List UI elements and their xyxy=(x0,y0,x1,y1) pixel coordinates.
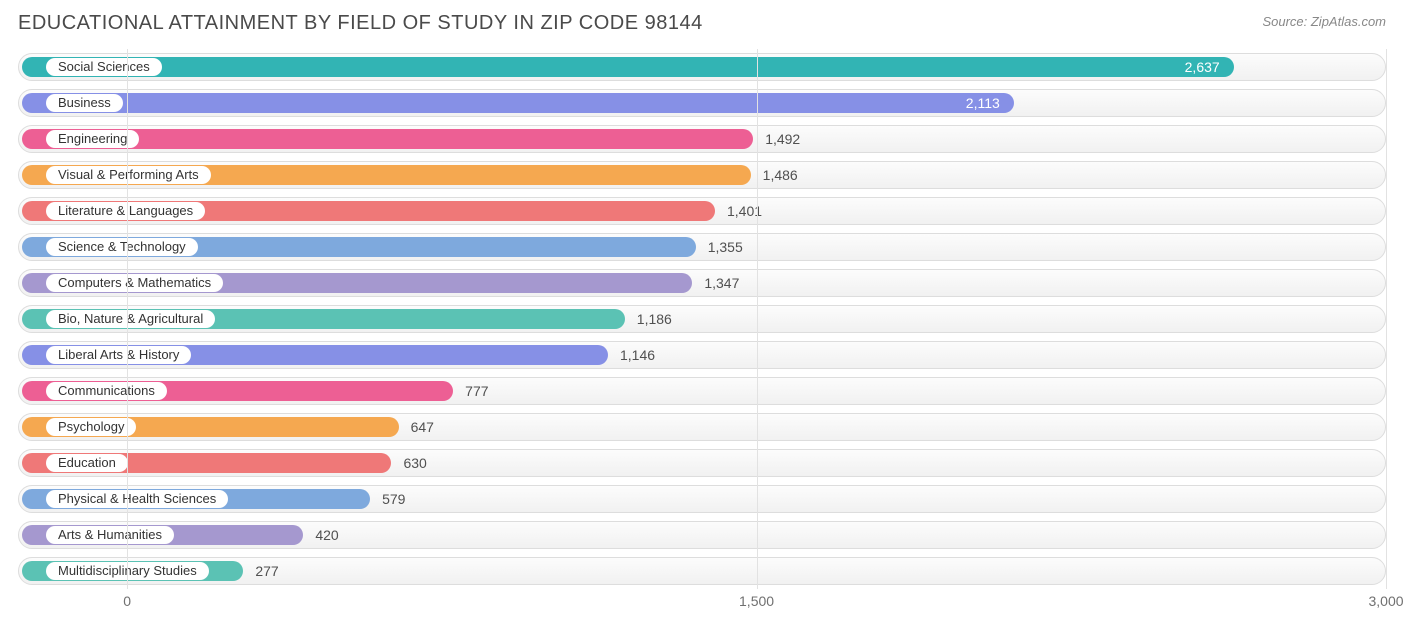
category-label-pill: Education xyxy=(46,454,128,472)
chart-bar xyxy=(22,93,1014,113)
chart-bar-row: Business 2,113 xyxy=(18,85,1386,121)
grid-line xyxy=(757,49,758,589)
chart-bar-row: Physical & Health Sciences 579 xyxy=(18,481,1386,517)
x-axis-tick-label: 1,500 xyxy=(739,593,774,609)
category-label-pill: Physical & Health Sciences xyxy=(46,490,228,508)
value-label: 2,637 xyxy=(1185,57,1220,77)
value-label: 1,186 xyxy=(637,309,672,329)
chart-plot-area: Social Sciences 2,637 Business 2,113 Enginee… xyxy=(18,49,1386,589)
chart-header: EDUCATIONAL ATTAINMENT BY FIELD OF STUDY… xyxy=(18,12,1386,35)
chart-bar-row: Science & Technology 1,355 xyxy=(18,229,1386,265)
chart-bar-row: Engineering 1,492 xyxy=(18,121,1386,157)
category-label-pill: Bio, Nature & Agricultural xyxy=(46,310,215,328)
chart-bars-layer: Social Sciences 2,637 Business 2,113 Enginee… xyxy=(18,49,1386,589)
value-label: 420 xyxy=(315,525,338,545)
value-label: 1,355 xyxy=(708,237,743,257)
chart-source: Source: ZipAtlas.com xyxy=(1262,12,1386,29)
value-label: 1,486 xyxy=(763,165,798,185)
category-label-pill: Visual & Performing Arts xyxy=(46,166,211,184)
value-label: 1,492 xyxy=(765,129,800,149)
chart-title: EDUCATIONAL ATTAINMENT BY FIELD OF STUDY… xyxy=(18,12,703,35)
chart-bar-row: Communications 777 xyxy=(18,373,1386,409)
grid-line xyxy=(1386,49,1387,589)
chart-bar-row: Psychology 647 xyxy=(18,409,1386,445)
category-label-pill: Arts & Humanities xyxy=(46,526,174,544)
category-label-pill: Computers & Mathematics xyxy=(46,274,223,292)
category-label-pill: Business xyxy=(46,94,123,112)
value-label: 777 xyxy=(465,381,488,401)
chart-bar-row: Education 630 xyxy=(18,445,1386,481)
x-axis: 01,5003,000 xyxy=(18,589,1386,613)
category-label-pill: Engineering xyxy=(46,130,139,148)
value-label: 2,113 xyxy=(966,93,1000,113)
chart-bar xyxy=(22,57,1234,77)
value-label: 647 xyxy=(411,417,434,437)
chart-bar-row: Visual & Performing Arts 1,486 xyxy=(18,157,1386,193)
category-label-pill: Psychology xyxy=(46,418,136,436)
chart-bar-row: Arts & Humanities 420 xyxy=(18,517,1386,553)
chart-container: EDUCATIONAL ATTAINMENT BY FIELD OF STUDY… xyxy=(0,0,1406,631)
chart-bar-row: Computers & Mathematics 1,347 xyxy=(18,265,1386,301)
value-label: 1,347 xyxy=(704,273,739,293)
x-axis-tick-label: 0 xyxy=(123,593,131,609)
category-label-pill: Literature & Languages xyxy=(46,202,205,220)
category-label-pill: Science & Technology xyxy=(46,238,198,256)
value-label: 1,146 xyxy=(620,345,655,365)
value-label: 579 xyxy=(382,489,405,509)
category-label-pill: Communications xyxy=(46,382,167,400)
chart-bar-row: Liberal Arts & History 1,146 xyxy=(18,337,1386,373)
category-label-pill: Liberal Arts & History xyxy=(46,346,191,364)
grid-line xyxy=(127,49,128,589)
chart-bar-row: Social Sciences 2,637 xyxy=(18,49,1386,85)
value-label: 630 xyxy=(403,453,426,473)
value-label: 277 xyxy=(255,561,278,581)
category-label-pill: Social Sciences xyxy=(46,58,162,76)
chart-bar-row: Bio, Nature & Agricultural 1,186 xyxy=(18,301,1386,337)
chart-bar-row: Literature & Languages1,401 xyxy=(18,193,1386,229)
x-axis-tick-label: 3,000 xyxy=(1368,593,1403,609)
chart-bar-row: Multidisciplinary Studies277 xyxy=(18,553,1386,589)
